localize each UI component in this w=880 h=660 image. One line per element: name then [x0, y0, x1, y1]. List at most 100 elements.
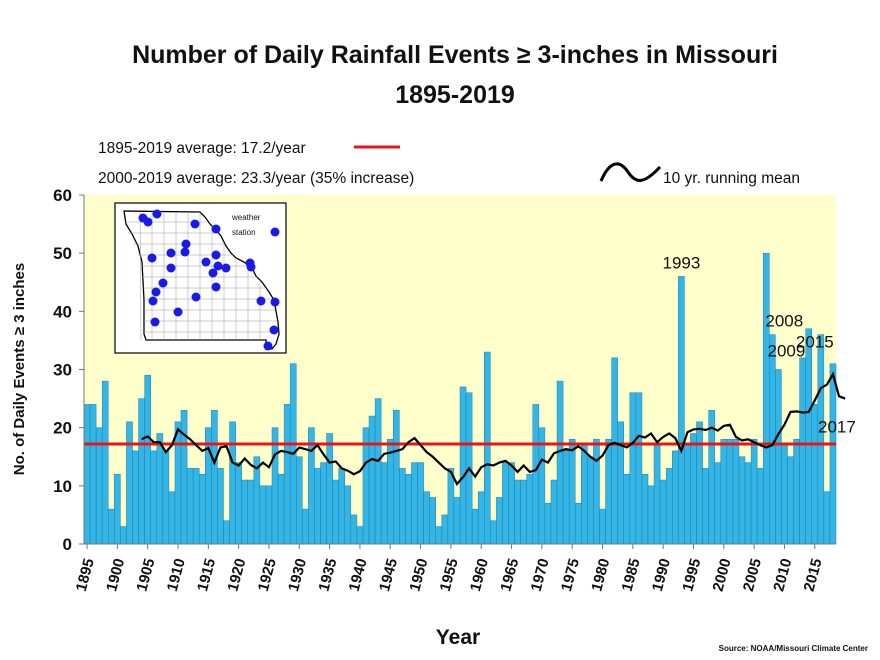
x-tick-label-1920: 1920 [224, 557, 249, 594]
x-tick-label-2010: 2010 [770, 557, 795, 594]
bar-1972 [550, 479, 558, 545]
annotation-2015: 2015 [796, 332, 834, 351]
bar-1923 [253, 456, 261, 545]
x-tick-label-1965: 1965 [497, 557, 522, 594]
bar-1988 [647, 485, 655, 545]
y-tick-label-0: 0 [63, 535, 72, 554]
station-dot [173, 307, 183, 317]
bar-1990 [659, 479, 667, 545]
station-dot [148, 296, 158, 306]
station-dots [138, 209, 280, 351]
x-tick-label-1985: 1985 [619, 557, 644, 594]
annotation-2009: 2009 [767, 342, 805, 361]
bar-2016 [817, 334, 825, 545]
bar-2000 [720, 439, 728, 545]
y-ticks: 0 10 20 30 40 50 60 [53, 186, 84, 554]
bar-1955 [447, 468, 455, 545]
bar-1984 [623, 473, 631, 545]
legend-running-mean-label: 10 yr. running mean [663, 170, 800, 187]
bar-2014 [805, 328, 812, 545]
bar-2015 [811, 404, 819, 545]
bar-1994 [684, 444, 691, 545]
inset-label-weather: weather [231, 213, 261, 222]
bar-1916 [211, 409, 218, 545]
bar-1922 [247, 479, 255, 545]
legend-running-mean-swatch [599, 162, 662, 182]
bar-1948 [405, 473, 412, 545]
bar-1928 [283, 404, 291, 545]
bar-series [83, 252, 837, 545]
station-dot [256, 296, 266, 306]
x-axis-label: Year [436, 626, 480, 649]
bar-1908 [162, 450, 170, 545]
bar-1896 [89, 404, 97, 545]
annotation-1993: 1993 [662, 253, 700, 272]
bar-1919 [229, 421, 236, 545]
station-dot [152, 209, 162, 219]
chart-title: Number of Daily Rainfall Events ≥ 3-inch… [132, 41, 778, 69]
station-dot [211, 282, 221, 292]
station-dot [213, 261, 223, 271]
station-dot [143, 217, 153, 227]
bar-1930 [296, 456, 303, 545]
bar-1895 [83, 404, 91, 545]
bar-1992 [672, 450, 679, 545]
bar-1911 [180, 409, 188, 545]
bar-1956 [453, 497, 461, 545]
y-axis-label: No. of Daily Events ≥ 3 inches [11, 263, 28, 475]
station-dot [166, 263, 176, 273]
bar-1903 [132, 450, 139, 545]
bar-1964 [502, 462, 509, 545]
bar-1981 [605, 439, 612, 545]
bar-2017 [823, 491, 831, 545]
bar-2003 [738, 456, 746, 545]
station-dot [147, 253, 157, 263]
bar-1938 [344, 485, 352, 545]
bar-1996 [696, 421, 703, 545]
bar-1936 [332, 479, 339, 545]
bar-1914 [198, 473, 206, 545]
inset-legend-dot [270, 227, 280, 237]
station-dot [191, 292, 201, 302]
bar-1961 [484, 351, 491, 545]
bar-2004 [744, 462, 752, 545]
bar-1947 [399, 468, 406, 545]
bar-1937 [338, 468, 346, 545]
bar-1907 [156, 433, 164, 545]
y-tick-label-60: 60 [53, 186, 72, 205]
x-tick-label-1935: 1935 [315, 557, 340, 594]
bar-1985 [629, 392, 637, 545]
x-tick-label-1910: 1910 [164, 557, 189, 594]
bar-1951 [423, 491, 430, 545]
bar-1917 [217, 468, 224, 545]
bar-1953 [435, 526, 443, 545]
source-note: Source: NOAA/Missouri Climate Center [719, 644, 868, 653]
bar-1995 [690, 433, 697, 545]
station-dot [246, 262, 256, 272]
bar-1976 [574, 503, 582, 545]
x-tick-label-2000: 2000 [710, 557, 735, 594]
x-tick-label-1980: 1980 [588, 557, 613, 594]
bar-1989 [653, 444, 661, 545]
bar-1971 [544, 503, 552, 545]
station-dot [270, 297, 280, 307]
bar-2011 [787, 456, 794, 545]
bar-1979 [593, 439, 600, 545]
missouri-outline [123, 210, 280, 350]
bar-1966 [514, 479, 521, 545]
bar-1997 [702, 468, 709, 545]
x-tick-label-1990: 1990 [649, 557, 674, 594]
bar-1967 [520, 479, 527, 545]
bar-1934 [320, 462, 327, 545]
station-dot [158, 278, 168, 288]
bar-1918 [223, 520, 230, 545]
running-mean-line [141, 371, 846, 487]
bar-1977 [581, 444, 588, 545]
bar-1949 [411, 462, 418, 545]
x-tick-label-1915: 1915 [194, 557, 219, 594]
x-tick-label-1950: 1950 [406, 557, 431, 594]
x-tick-label-1930: 1930 [285, 557, 310, 594]
bar-1943 [374, 398, 382, 545]
bar-1931 [302, 508, 309, 545]
